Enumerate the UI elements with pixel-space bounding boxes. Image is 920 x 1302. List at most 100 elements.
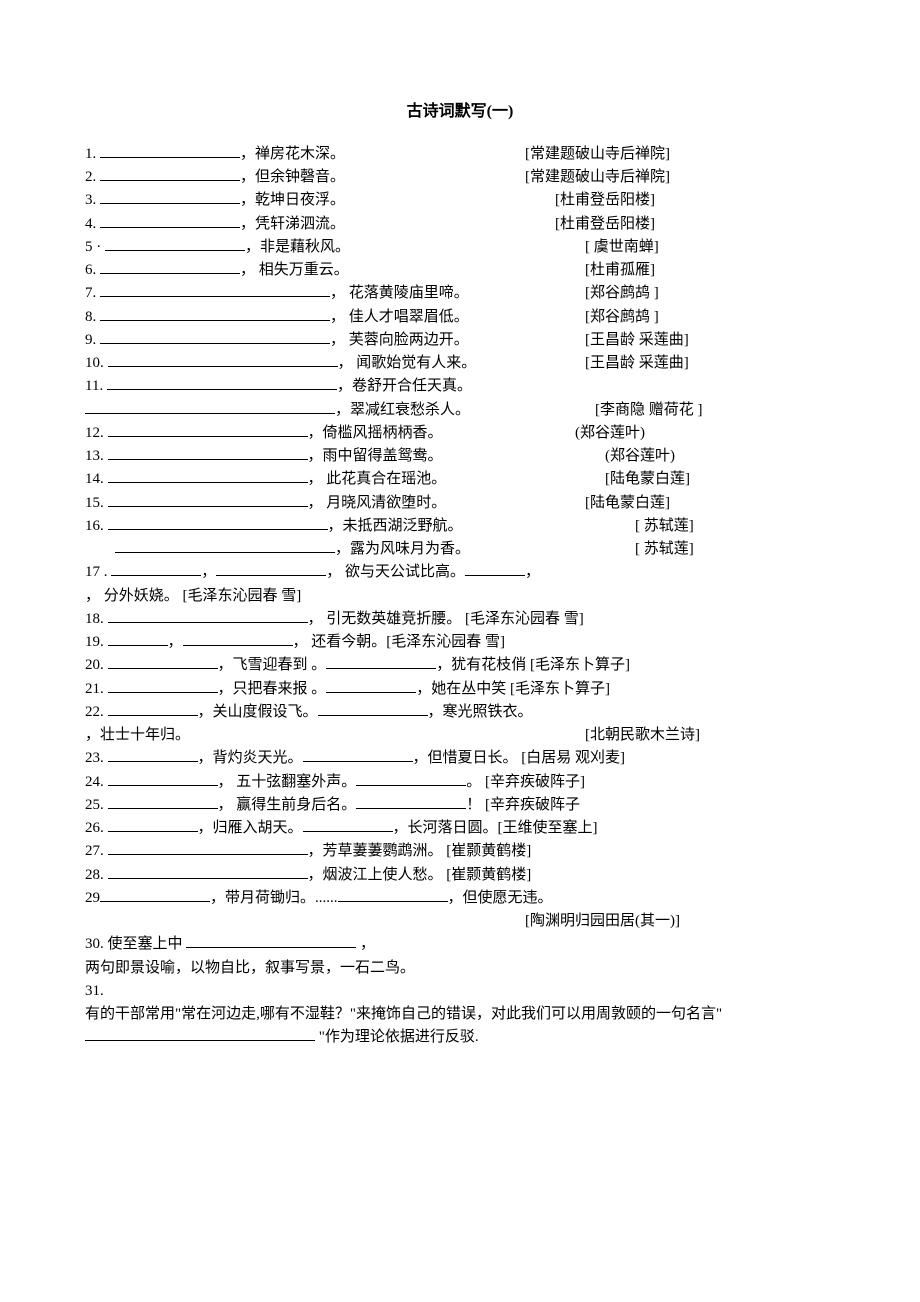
source: [陶渊明归园田居(其一)] [525,913,680,929]
blank[interactable] [108,352,338,367]
text: "作为理论依据进行反驳. [319,1029,479,1045]
blank[interactable] [108,445,308,460]
line-31b: 有的干部常用"常在河边走,哪有不湿鞋？"来掩饰自己的错误，对此我们可以用周敦颐的… [85,1003,835,1050]
blank[interactable] [107,375,337,390]
line-6: 6. ， 相失万重云。[杜甫孤雁] [85,259,835,282]
blank[interactable] [108,515,328,530]
text: ，烟波江上使人愁。 [崔颢黄鹤楼] [308,867,532,883]
blank[interactable] [326,678,416,693]
blank[interactable] [111,561,201,576]
blank[interactable] [303,817,393,832]
blank[interactable] [216,561,326,576]
num: 20. [85,657,104,673]
num: 8. [85,309,96,325]
text: ，寒光照铁衣。 [428,704,533,720]
blank[interactable] [100,143,240,158]
num: 29 [85,890,100,906]
text: ， 五十弦翻塞外声。 [218,774,357,790]
text: ，只把春来报 。 [218,681,327,697]
blank[interactable] [100,282,330,297]
blank[interactable] [108,654,218,669]
text: ，卷舒开合任天真。 [337,378,472,394]
text: ，乾坤日夜浮。 [240,192,345,208]
blank[interactable] [108,771,218,786]
text: 两句即景设喻，以物自比，叙事写景，一石二鸟。 [85,960,415,976]
blank[interactable] [108,631,168,646]
text: ，非是藉秋风。 [245,239,350,255]
blank[interactable] [100,306,330,321]
source: [毛泽东沁园春 雪] [465,611,584,627]
blank[interactable] [100,887,210,902]
num: 7. [85,285,96,301]
blank[interactable] [108,678,218,693]
text: ， 闻歌始觉有人来。 [338,355,477,371]
text: ， 分外妖娆。 [毛泽东沁园春 雪] [85,588,301,604]
num: 21. [85,681,104,697]
line-20: 20. ，飞雪迎春到 。，犹有花枝俏 [毛泽东卜算子] [85,654,835,677]
source: [郑谷鹧鸪 ] [585,306,659,329]
blank[interactable] [100,213,240,228]
blank[interactable] [100,259,240,274]
text: ， 芙蓉向脸两边开。 [330,332,469,348]
line-22a: 22. ，关山度假设飞。，寒光照铁衣。 [85,701,835,724]
blank[interactable] [85,1026,315,1041]
text: ， 佳人才唱翠眉低。 [330,309,469,325]
num: 30. 使至塞上中 [85,936,183,952]
num: 31. [85,983,104,999]
blank[interactable] [108,701,198,716]
blank[interactable] [108,608,308,623]
text: ， 相失万重云。 [240,262,349,278]
source: [ 苏轼莲] [635,538,694,561]
line-31a: 31. [85,980,835,1003]
blank[interactable] [186,933,356,948]
blank[interactable] [183,631,293,646]
blank[interactable] [356,771,466,786]
blank[interactable] [108,422,308,437]
page-title: 古诗词默写(一) [85,100,835,125]
text: ，芳草萋萋鹦鹉洲。 [崔颢黄鹤楼] [308,843,532,859]
line-11b: ，翠减红衰愁杀人。[李商隐 赠荷花 ] [85,399,835,422]
line-18: 18. ， 引无数英雄竞折腰。 [毛泽东沁园春 雪] [85,608,835,631]
blank[interactable] [108,492,308,507]
blank[interactable] [105,236,245,251]
blank[interactable] [100,329,330,344]
text: ， 还看今朝。[毛泽东沁园春 雪] [293,634,506,650]
blank[interactable] [108,864,308,879]
text: ， 此花真合在瑶池。 [308,471,447,487]
text: ，关山度假设飞。 [198,704,318,720]
source: [陆龟蒙白莲] [605,468,690,491]
line-29b: [陶渊明归园田居(其一)] [85,910,835,933]
blank[interactable] [303,747,413,762]
line-26: 26. ，归雁入胡天。，长河落日圆。[王维使至塞上] [85,817,835,840]
blank[interactable] [108,817,198,832]
line-21: 21. ，只把春来报 。，她在丛中笑 [毛泽东卜算子] [85,678,835,701]
blank[interactable] [115,538,335,553]
blank[interactable] [100,166,240,181]
blank[interactable] [108,468,308,483]
blank[interactable] [356,794,466,809]
blank[interactable] [108,747,198,762]
source: [杜甫登岳阳楼] [555,213,655,236]
blank[interactable] [108,840,308,855]
num: 2. [85,169,96,185]
line-29a: 29，带月荷锄归。......，但使愿无违。 [85,887,835,910]
num: 4. [85,216,96,232]
blank[interactable] [108,794,218,809]
text: ，露为风味月为香。 [335,541,470,557]
blank[interactable] [100,189,240,204]
blank[interactable] [85,399,335,414]
num: 26. [85,820,104,836]
text: ， [525,564,540,580]
blank[interactable] [338,887,448,902]
line-5: 5 · ，非是藉秋风。[ 虞世南蝉] [85,236,835,259]
text: ，禅房花木深。 [240,146,345,162]
blank[interactable] [465,561,525,576]
num: 9. [85,332,96,348]
line-12: 12. ，倚槛风摇柄柄香。(郑谷莲叶) [85,422,835,445]
blank[interactable] [326,654,436,669]
text: ，但惜夏日长。 [413,750,518,766]
line-23: 23. ，背灼炎天光。，但惜夏日长。 [白居易 观刈麦] [85,747,835,770]
text: ！ [466,797,481,813]
num: 23. [85,750,104,766]
blank[interactable] [318,701,428,716]
